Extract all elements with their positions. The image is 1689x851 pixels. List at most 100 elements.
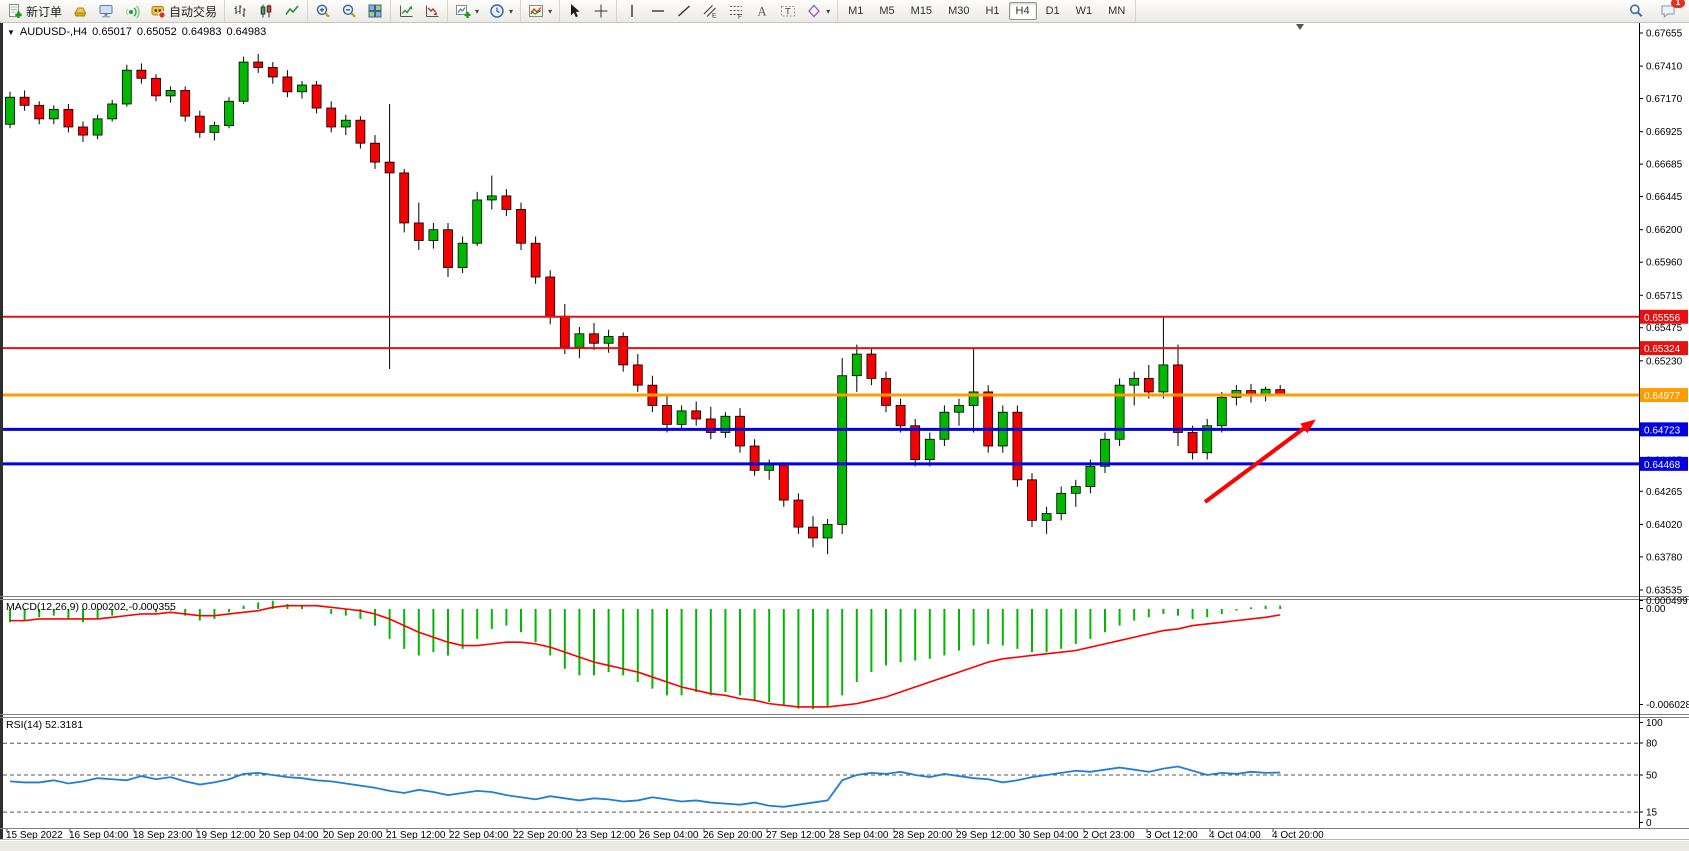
candle-up xyxy=(1129,378,1140,386)
price-tick-label: 0.65715 xyxy=(1646,291,1683,302)
toolbar-button-horizontal-line[interactable] xyxy=(646,1,670,21)
dropdown-caret-icon[interactable]: ▾ xyxy=(475,6,480,16)
timeframe-button-H1[interactable]: H1 xyxy=(985,5,1000,17)
candle-up xyxy=(1202,425,1213,454)
text-icon: A xyxy=(754,3,770,19)
toolbar-button-bar-chart[interactable] xyxy=(228,1,252,21)
timeframe-button-M1[interactable]: M1 xyxy=(848,5,864,17)
price-badge xyxy=(1640,388,1688,403)
toolbar-button-new-order[interactable]: 新订单 xyxy=(3,1,66,22)
candle-up xyxy=(1056,492,1067,515)
notification-badge: 1 xyxy=(1671,0,1685,8)
toolbar-button-candlestick[interactable] xyxy=(254,1,278,21)
timeframe-button-MN[interactable]: MN xyxy=(1108,5,1126,17)
candle-down xyxy=(501,195,512,210)
arrange-up-icon xyxy=(398,3,414,19)
candle-down xyxy=(1027,479,1037,521)
price-badge xyxy=(1640,341,1688,356)
shapes-icon xyxy=(806,3,822,19)
toolbar-button-indicators[interactable]: ▾ xyxy=(524,1,556,21)
candle-up xyxy=(924,438,935,460)
dropdown-caret-icon[interactable]: ▾ xyxy=(548,6,553,16)
dropdown-caret-icon[interactable]: ▾ xyxy=(826,6,831,16)
timeframe-button-M5[interactable]: M5 xyxy=(879,5,895,17)
timeframe-button-H4[interactable]: H4 xyxy=(1008,2,1037,20)
candle-up xyxy=(1100,438,1110,467)
toolbar-button-autotrading[interactable]: 自动交易 xyxy=(146,1,221,22)
fibonacci-icon: F xyxy=(728,3,744,19)
candle-up xyxy=(822,524,833,539)
autotrading-icon xyxy=(150,3,166,19)
horizontal-line-icon xyxy=(650,3,666,19)
candle-up xyxy=(968,391,979,406)
time-tick-label: 2 Oct 23:00 xyxy=(1083,830,1135,841)
toolbar-button-text-label[interactable]: T xyxy=(776,1,800,21)
toolbar-group-3 xyxy=(391,0,449,22)
toolbar-button-crosshair[interactable] xyxy=(589,1,613,21)
text-label-icon: T xyxy=(780,3,796,19)
candle-up xyxy=(1085,465,1096,487)
price-badge-label: 0.65324 xyxy=(1644,344,1681,355)
toolbar-button-tile-windows[interactable] xyxy=(363,1,387,21)
timeframe-button-M30[interactable]: M30 xyxy=(948,5,970,17)
toolbar-button-arrange-down[interactable] xyxy=(420,1,444,21)
candle-down xyxy=(749,445,760,471)
toolbar-button-clock[interactable]: ▾ xyxy=(485,1,517,21)
price-tick-label: 0.64020 xyxy=(1646,520,1683,531)
time-tick-label: 26 Sep 04:00 xyxy=(639,830,699,841)
dropdown-caret-icon[interactable]: ▾ xyxy=(509,6,514,16)
candle-down xyxy=(589,333,599,344)
candle-down xyxy=(443,229,453,268)
price-tick-label: 0.66685 xyxy=(1646,160,1683,171)
price-tick-label: 0.63780 xyxy=(1646,552,1683,563)
cursor-icon xyxy=(567,3,583,19)
toolbar-button-channel[interactable]: E xyxy=(698,1,722,21)
time-tick-label: 23 Sep 12:00 xyxy=(576,830,636,841)
toolbar-button-chat[interactable]: 1 xyxy=(1656,0,1685,21)
toolbar-button-trendline[interactable] xyxy=(672,1,696,21)
toolbar-button-shapes[interactable]: ▾ xyxy=(802,1,834,21)
symbol-dropdown-icon[interactable]: ▼ xyxy=(7,27,15,37)
signals-icon xyxy=(124,3,140,19)
candle-up xyxy=(121,69,132,105)
timeframe-button-M15[interactable]: M15 xyxy=(910,5,933,17)
candle-down xyxy=(983,391,994,447)
toolbar-button-signals[interactable] xyxy=(120,1,144,21)
toolbar-button-label: 自动交易 xyxy=(169,4,218,19)
candle-up xyxy=(1158,364,1169,393)
toolbar-button-search[interactable] xyxy=(1624,1,1648,21)
time-tick-label: 28 Sep 20:00 xyxy=(893,830,953,841)
toolbar-button-vertical-line[interactable] xyxy=(620,1,644,21)
time-tick-label: 29 Sep 12:00 xyxy=(956,830,1016,841)
toolbar-button-terminal[interactable] xyxy=(94,1,118,21)
candle-down xyxy=(136,69,147,79)
price-badge xyxy=(1640,456,1688,471)
toolbar-button-line-chart[interactable] xyxy=(280,1,304,21)
toolbar-button-text[interactable]: A xyxy=(750,1,774,21)
toolbar-button-cursor[interactable] xyxy=(563,1,587,21)
toolbar-button-zoom-in[interactable] xyxy=(311,1,335,21)
toolbar-button-gold-chart[interactable] xyxy=(68,1,92,21)
price-tick-label: 0.65475 xyxy=(1646,323,1683,334)
toolbar-button-label: 新订单 xyxy=(26,4,63,19)
time-axis[interactable]: 15 Sep 2022 16 Sep 04:00 18 Sep 23:00 19 Se… xyxy=(6,829,1324,841)
new-order-icon xyxy=(7,3,23,19)
timeframe-button-D1[interactable]: D1 xyxy=(1045,5,1060,17)
arrow-annotation[interactable] xyxy=(1203,419,1316,504)
time-tick-label: 28 Sep 04:00 xyxy=(829,830,889,841)
rsi-axis-label: 15 xyxy=(1646,808,1658,819)
ohlc-open: 0.65017 xyxy=(92,26,132,38)
toolbar-button-new-chart[interactable]: ▾ xyxy=(451,1,483,21)
chart-shift-marker[interactable] xyxy=(1296,24,1304,30)
bar-chart-icon xyxy=(232,3,248,19)
toolbar-button-fibonacci[interactable]: F xyxy=(724,1,748,21)
timeframe-button-W1[interactable]: W1 xyxy=(1075,5,1093,17)
toolbar-button-arrange-up[interactable] xyxy=(394,1,418,21)
svg-text:F: F xyxy=(738,14,742,20)
candle-up xyxy=(851,353,862,377)
rsi-pane[interactable]: 100 80 50 150 xyxy=(3,718,1663,829)
toolbar-button-zoom-out[interactable] xyxy=(337,1,361,21)
channel-icon: E xyxy=(702,3,718,19)
price-badge-label: 0.64723 xyxy=(1644,425,1681,436)
